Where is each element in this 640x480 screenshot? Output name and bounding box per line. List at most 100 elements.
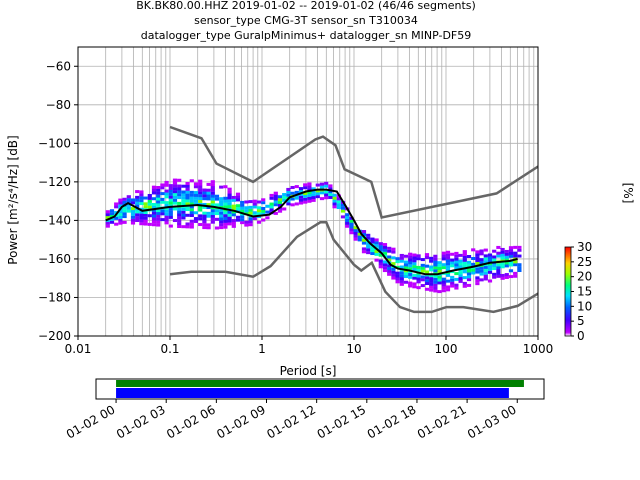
psd-cell: [445, 253, 451, 257]
psd-cell: [441, 266, 446, 270]
psd-cell: [298, 189, 304, 193]
psd-cell: [475, 270, 480, 274]
psd-cell: [416, 254, 421, 258]
psd-cell: [454, 257, 459, 261]
psd-cell: [147, 214, 152, 218]
psd-cell: [164, 204, 169, 208]
colorbar-tick-label: 5: [577, 314, 585, 328]
psd-cell: [382, 251, 388, 255]
psd-cell: [466, 278, 472, 282]
psd-cell: [361, 232, 367, 236]
psd-cell: [219, 197, 224, 201]
psd-cell: [378, 262, 383, 266]
psd-cell: [202, 197, 207, 201]
psd-cell: [416, 257, 421, 261]
psd-cell: [265, 216, 270, 220]
psd-cell: [240, 203, 245, 207]
psd-cell: [483, 248, 488, 252]
psd-cell: [248, 217, 253, 221]
psd-cell: [391, 247, 396, 251]
psd-cell: [109, 212, 115, 216]
psd-cell: [332, 193, 337, 197]
psd-cell: [139, 201, 144, 205]
psd-cell: [206, 211, 211, 215]
psd-cell: [324, 196, 329, 200]
psd-cell: [177, 219, 182, 223]
psd-cell: [378, 259, 383, 263]
psd-cell: [492, 249, 497, 253]
psd-cell: [366, 248, 371, 252]
psd-cell: [273, 191, 278, 195]
psd-cell: [139, 193, 144, 197]
psd-cell: [479, 252, 484, 256]
psd-cell: [189, 202, 194, 206]
psd-cell: [471, 248, 476, 252]
psd-cell: [160, 192, 165, 196]
psd-cell: [122, 212, 127, 216]
psd-cell: [458, 253, 463, 257]
psd-cell: [164, 218, 169, 222]
psd-cell: [160, 212, 165, 216]
psd-cell: [294, 196, 299, 200]
psd-cell: [408, 281, 413, 285]
psd-cell: [433, 280, 438, 284]
psd-cell: [332, 199, 337, 203]
psd-cell: [139, 210, 144, 214]
psd-cell: [185, 225, 190, 229]
psd-cell: [298, 198, 304, 202]
psd-cell: [168, 224, 173, 228]
psd-cell: [340, 206, 346, 210]
psd-cell: [235, 218, 241, 222]
psd-cell: [181, 193, 186, 197]
psd-cell: [504, 264, 509, 268]
psd-cell: [198, 208, 203, 212]
x-tick-label: 1: [258, 342, 266, 356]
psd-cell: [311, 198, 316, 202]
psd-cell: [387, 249, 392, 253]
psd-cell: [193, 202, 199, 206]
psd-cell: [424, 279, 430, 283]
psd-cell: [504, 275, 509, 279]
psd-cell: [424, 264, 430, 268]
psd-cell: [248, 200, 253, 204]
psd-cell: [252, 199, 257, 203]
psd-cell: [303, 191, 308, 195]
psd-cell: [193, 182, 199, 186]
psd-cell: [429, 288, 434, 292]
psd-cell: [114, 202, 119, 206]
psd-cell: [500, 262, 505, 266]
psd-cell: [130, 207, 136, 211]
psd-cell: [454, 266, 459, 270]
psd-cell: [487, 270, 493, 274]
psd-cell: [416, 280, 421, 284]
psd-cell: [168, 201, 173, 205]
psd-cell: [483, 277, 488, 281]
psd-cell: [508, 260, 514, 264]
psd-cell: [370, 240, 375, 244]
psd-cell: [105, 216, 110, 220]
psd-cell: [450, 264, 455, 268]
psd-cell: [269, 193, 274, 197]
psd-cell: [328, 190, 333, 194]
psd-cell: [156, 217, 161, 221]
plot-frame: [77, 46, 539, 337]
psd-cell: [273, 194, 278, 198]
psd-cell: [496, 263, 501, 267]
psd-cell: [408, 264, 413, 268]
psd-cell: [479, 269, 484, 273]
colorbar: [564, 246, 572, 337]
psd-cell: [311, 190, 316, 194]
psd-cell: [361, 230, 367, 234]
psd-cell: [223, 225, 228, 229]
psd-cell: [214, 212, 220, 216]
coverage-tick-label: 01-02 03: [114, 402, 168, 441]
psd-cell: [240, 206, 245, 210]
psd-cell: [210, 186, 215, 190]
psd-cell: [466, 269, 472, 273]
psd-cell: [508, 275, 514, 279]
psd-cell: [382, 266, 388, 270]
psd-cell: [227, 210, 232, 214]
psd-cell: [479, 249, 484, 253]
psd-cell: [324, 184, 329, 188]
psd-cell: [143, 205, 148, 209]
